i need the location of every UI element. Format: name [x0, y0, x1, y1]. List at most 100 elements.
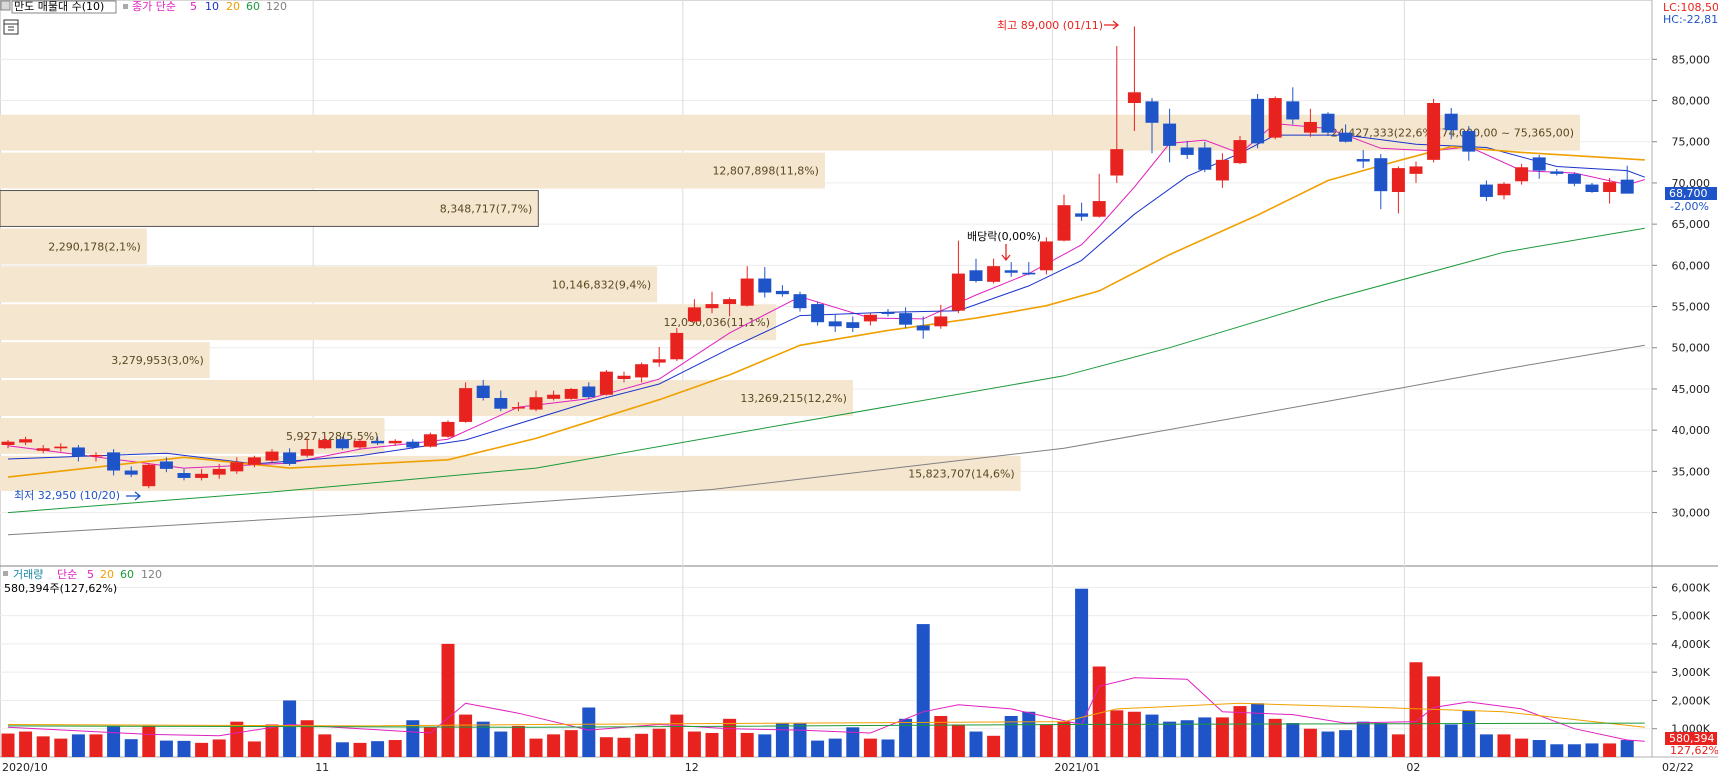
volume-bar	[828, 738, 842, 757]
volume-bar	[1356, 721, 1370, 757]
volume-bar	[1497, 734, 1511, 757]
volume-bar	[547, 734, 561, 757]
volume-bar	[1462, 710, 1476, 757]
legend-vol-ma120: 120	[141, 568, 162, 581]
candle-body	[71, 447, 85, 457]
legend-ma120: 120	[266, 0, 287, 13]
volume-bar	[1321, 731, 1335, 757]
volume-bar	[1233, 706, 1247, 757]
price-tick-label: 40,000	[1672, 424, 1711, 437]
volume-bar	[212, 739, 226, 757]
candle-body	[283, 452, 297, 464]
candle-body	[1075, 213, 1089, 217]
volume-bar	[1427, 676, 1441, 757]
candle-body	[881, 312, 895, 314]
candle-body	[107, 452, 121, 471]
last-volume: 580,394	[1669, 732, 1715, 745]
candle-body	[547, 394, 561, 399]
volume-tick-label: 3,000K	[1671, 666, 1710, 679]
volume-tick-label: 4,000K	[1671, 638, 1710, 651]
candle-body	[863, 314, 877, 322]
calculator-icon[interactable]	[3, 19, 19, 35]
volume-bar	[1004, 715, 1018, 757]
candle-body	[916, 325, 930, 331]
legend-marker	[0, 0, 11, 11]
volume-ma60-line	[7, 722, 1645, 728]
candle-body	[353, 440, 367, 448]
candle-body	[1409, 166, 1423, 174]
candle-body	[124, 470, 138, 475]
volume-profile-band	[0, 152, 825, 189]
date-tick-label: 02	[1406, 761, 1420, 774]
candle-body	[775, 290, 789, 295]
candle-body	[318, 440, 332, 449]
volume-bar	[1585, 743, 1599, 757]
candle-body	[564, 388, 578, 399]
volume-bar	[1409, 662, 1423, 757]
volume-bar	[318, 734, 332, 757]
ma120-line	[7, 344, 1645, 536]
volume-profile-band	[0, 342, 210, 379]
candle-body	[1303, 121, 1317, 133]
candle-body	[828, 321, 842, 327]
price-tick-label: 55,000	[1672, 301, 1711, 314]
volume-bar	[36, 736, 50, 757]
volume-bar	[1198, 717, 1212, 757]
ma20-line	[7, 145, 1645, 478]
candle-body	[635, 364, 649, 378]
candle-body	[159, 461, 173, 469]
legend-vol-title: 거래량	[13, 568, 43, 581]
candle-body	[846, 322, 860, 328]
price-tick-label: 35,000	[1672, 465, 1711, 478]
candle-body	[1215, 159, 1229, 181]
candle-body	[1145, 101, 1159, 123]
volume-bar	[247, 741, 261, 757]
volume-profile-band	[0, 266, 658, 303]
volume-bar	[951, 724, 965, 757]
volume-bar	[599, 737, 613, 757]
legend-ma20: 20	[226, 0, 240, 13]
volume-profile-label: 5,927,128(5,5%)	[286, 430, 379, 443]
last-volume-tag	[1665, 732, 1717, 745]
price-tick-label: 70,000	[1672, 177, 1711, 190]
candle-body	[1532, 157, 1546, 171]
volume-current: 580,394주(127,62%)	[4, 582, 117, 595]
volume-bar	[758, 734, 772, 757]
volume-bar	[934, 715, 948, 757]
price-tick-label: 45,000	[1672, 383, 1711, 396]
candle-body	[1198, 147, 1212, 170]
price-tick-label: 30,000	[1672, 507, 1711, 520]
candle-body	[1462, 131, 1476, 152]
volume-bar	[969, 731, 983, 757]
volume-bar	[617, 737, 631, 757]
volume-bar	[230, 721, 244, 757]
volume-bar	[124, 739, 138, 757]
volume-ma20-line	[7, 702, 1645, 728]
volume-bar	[1075, 588, 1089, 757]
volume-bar	[1163, 721, 1177, 757]
legend-ma60: 60	[246, 0, 260, 13]
ma5-line	[7, 123, 1645, 469]
dividend-arrow-icon	[1001, 244, 1011, 262]
volume-bar	[916, 624, 930, 757]
candle-body	[987, 266, 1001, 282]
volume-bar	[423, 727, 437, 757]
ma60-line	[7, 227, 1645, 514]
legend-indicator[interactable]: 만도 매물대 수(10)	[14, 0, 104, 13]
candle-body	[793, 294, 807, 309]
candle-body	[300, 449, 314, 456]
price-tick-label: 80,000	[1672, 95, 1711, 108]
date-tick-label: 2020/10	[2, 761, 48, 774]
volume-bar	[459, 714, 473, 757]
candle-body	[687, 307, 701, 322]
candle-body	[406, 441, 420, 448]
volume-bar	[1145, 714, 1159, 757]
legend-ma5: 5	[190, 0, 197, 13]
candle-body	[1057, 205, 1071, 241]
last-price: 68,700	[1669, 187, 1708, 200]
volume-bar	[987, 735, 1001, 757]
volume-profile-band	[0, 190, 539, 227]
candle-body	[1550, 171, 1564, 174]
volume-bar	[635, 733, 649, 757]
